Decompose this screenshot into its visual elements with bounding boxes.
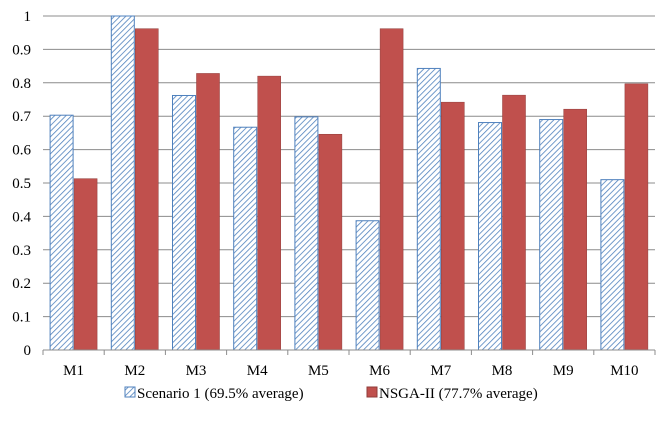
x-axis-tick-labels: M1 M2 M3 M4 M5 M6 M7 M8 M9 M10	[63, 363, 638, 379]
y-tick-label: 0.2	[12, 276, 31, 292]
legend-item-scenario-1: Scenario 1 (69.5% average)	[124, 386, 304, 402]
bar-nsga-ii	[135, 28, 159, 351]
bar-scenario-1	[478, 122, 502, 351]
legend-item-nsga-ii: NSGA-II (77.7% average)	[366, 386, 538, 402]
bar-scenario-1	[294, 116, 319, 351]
y-axis-tick-labels: 0 0.1 0.2 0.3 0.4 0.5 0.6 0.7 0.8 0.9 1	[12, 9, 31, 359]
x-tick-label: M6	[369, 363, 390, 379]
x-tick-label: M2	[124, 363, 145, 379]
bar-nsga-ii	[563, 108, 587, 351]
legend: Scenario 1 (69.5% average) NSGA-II (77.7%…	[124, 386, 538, 402]
bar-nsga-ii	[73, 178, 98, 351]
y-tick-label: 0	[24, 343, 32, 359]
bar-scenario-1	[233, 126, 258, 351]
x-tick-label: M8	[492, 363, 513, 379]
legend-swatch	[124, 386, 136, 398]
bar-scenario-1	[600, 179, 625, 351]
legend-label: NSGA-II (77.7% average)	[379, 386, 538, 402]
bar-nsga-ii	[196, 73, 220, 351]
bar-nsga-ii	[318, 133, 343, 351]
x-tick-label: M10	[610, 363, 638, 379]
y-tick-label: 0.6	[12, 143, 31, 159]
bar-nsga-ii	[502, 94, 526, 351]
bar-nsga-ii	[379, 28, 404, 351]
x-tick-label: M9	[553, 363, 574, 379]
x-tick-label: M1	[63, 363, 84, 379]
y-tick-label: 0.4	[12, 209, 31, 225]
y-tick-label: 0.5	[12, 176, 31, 192]
bar-nsga-ii	[257, 75, 281, 351]
bar-nsga-ii	[441, 101, 465, 351]
bar-scenario-1	[49, 114, 74, 351]
bar-scenario-1	[416, 67, 441, 351]
x-tick-label: M5	[308, 363, 329, 379]
x-tick-label: M4	[247, 363, 268, 379]
y-tick-label: 0.7	[12, 109, 31, 125]
y-tick-label: 0.9	[12, 42, 31, 58]
legend-label: Scenario 1 (69.5% average)	[137, 386, 304, 402]
y-tick-label: 1	[24, 9, 32, 25]
y-tick-label: 0.3	[12, 243, 31, 259]
bar-scenario-1	[355, 220, 380, 351]
bar-scenario-1	[110, 15, 135, 351]
y-tick-label: 0.8	[12, 76, 31, 92]
bar-scenario-1	[539, 119, 564, 351]
bar-nsga-ii	[624, 83, 649, 351]
bar-scenario-1	[172, 94, 196, 351]
x-tick-label: M7	[430, 363, 451, 379]
bars	[49, 15, 649, 351]
y-tick-label: 0.1	[12, 310, 31, 326]
x-tick-label: M3	[186, 363, 207, 379]
legend-swatch	[366, 386, 378, 398]
x-axis	[42, 349, 656, 355]
